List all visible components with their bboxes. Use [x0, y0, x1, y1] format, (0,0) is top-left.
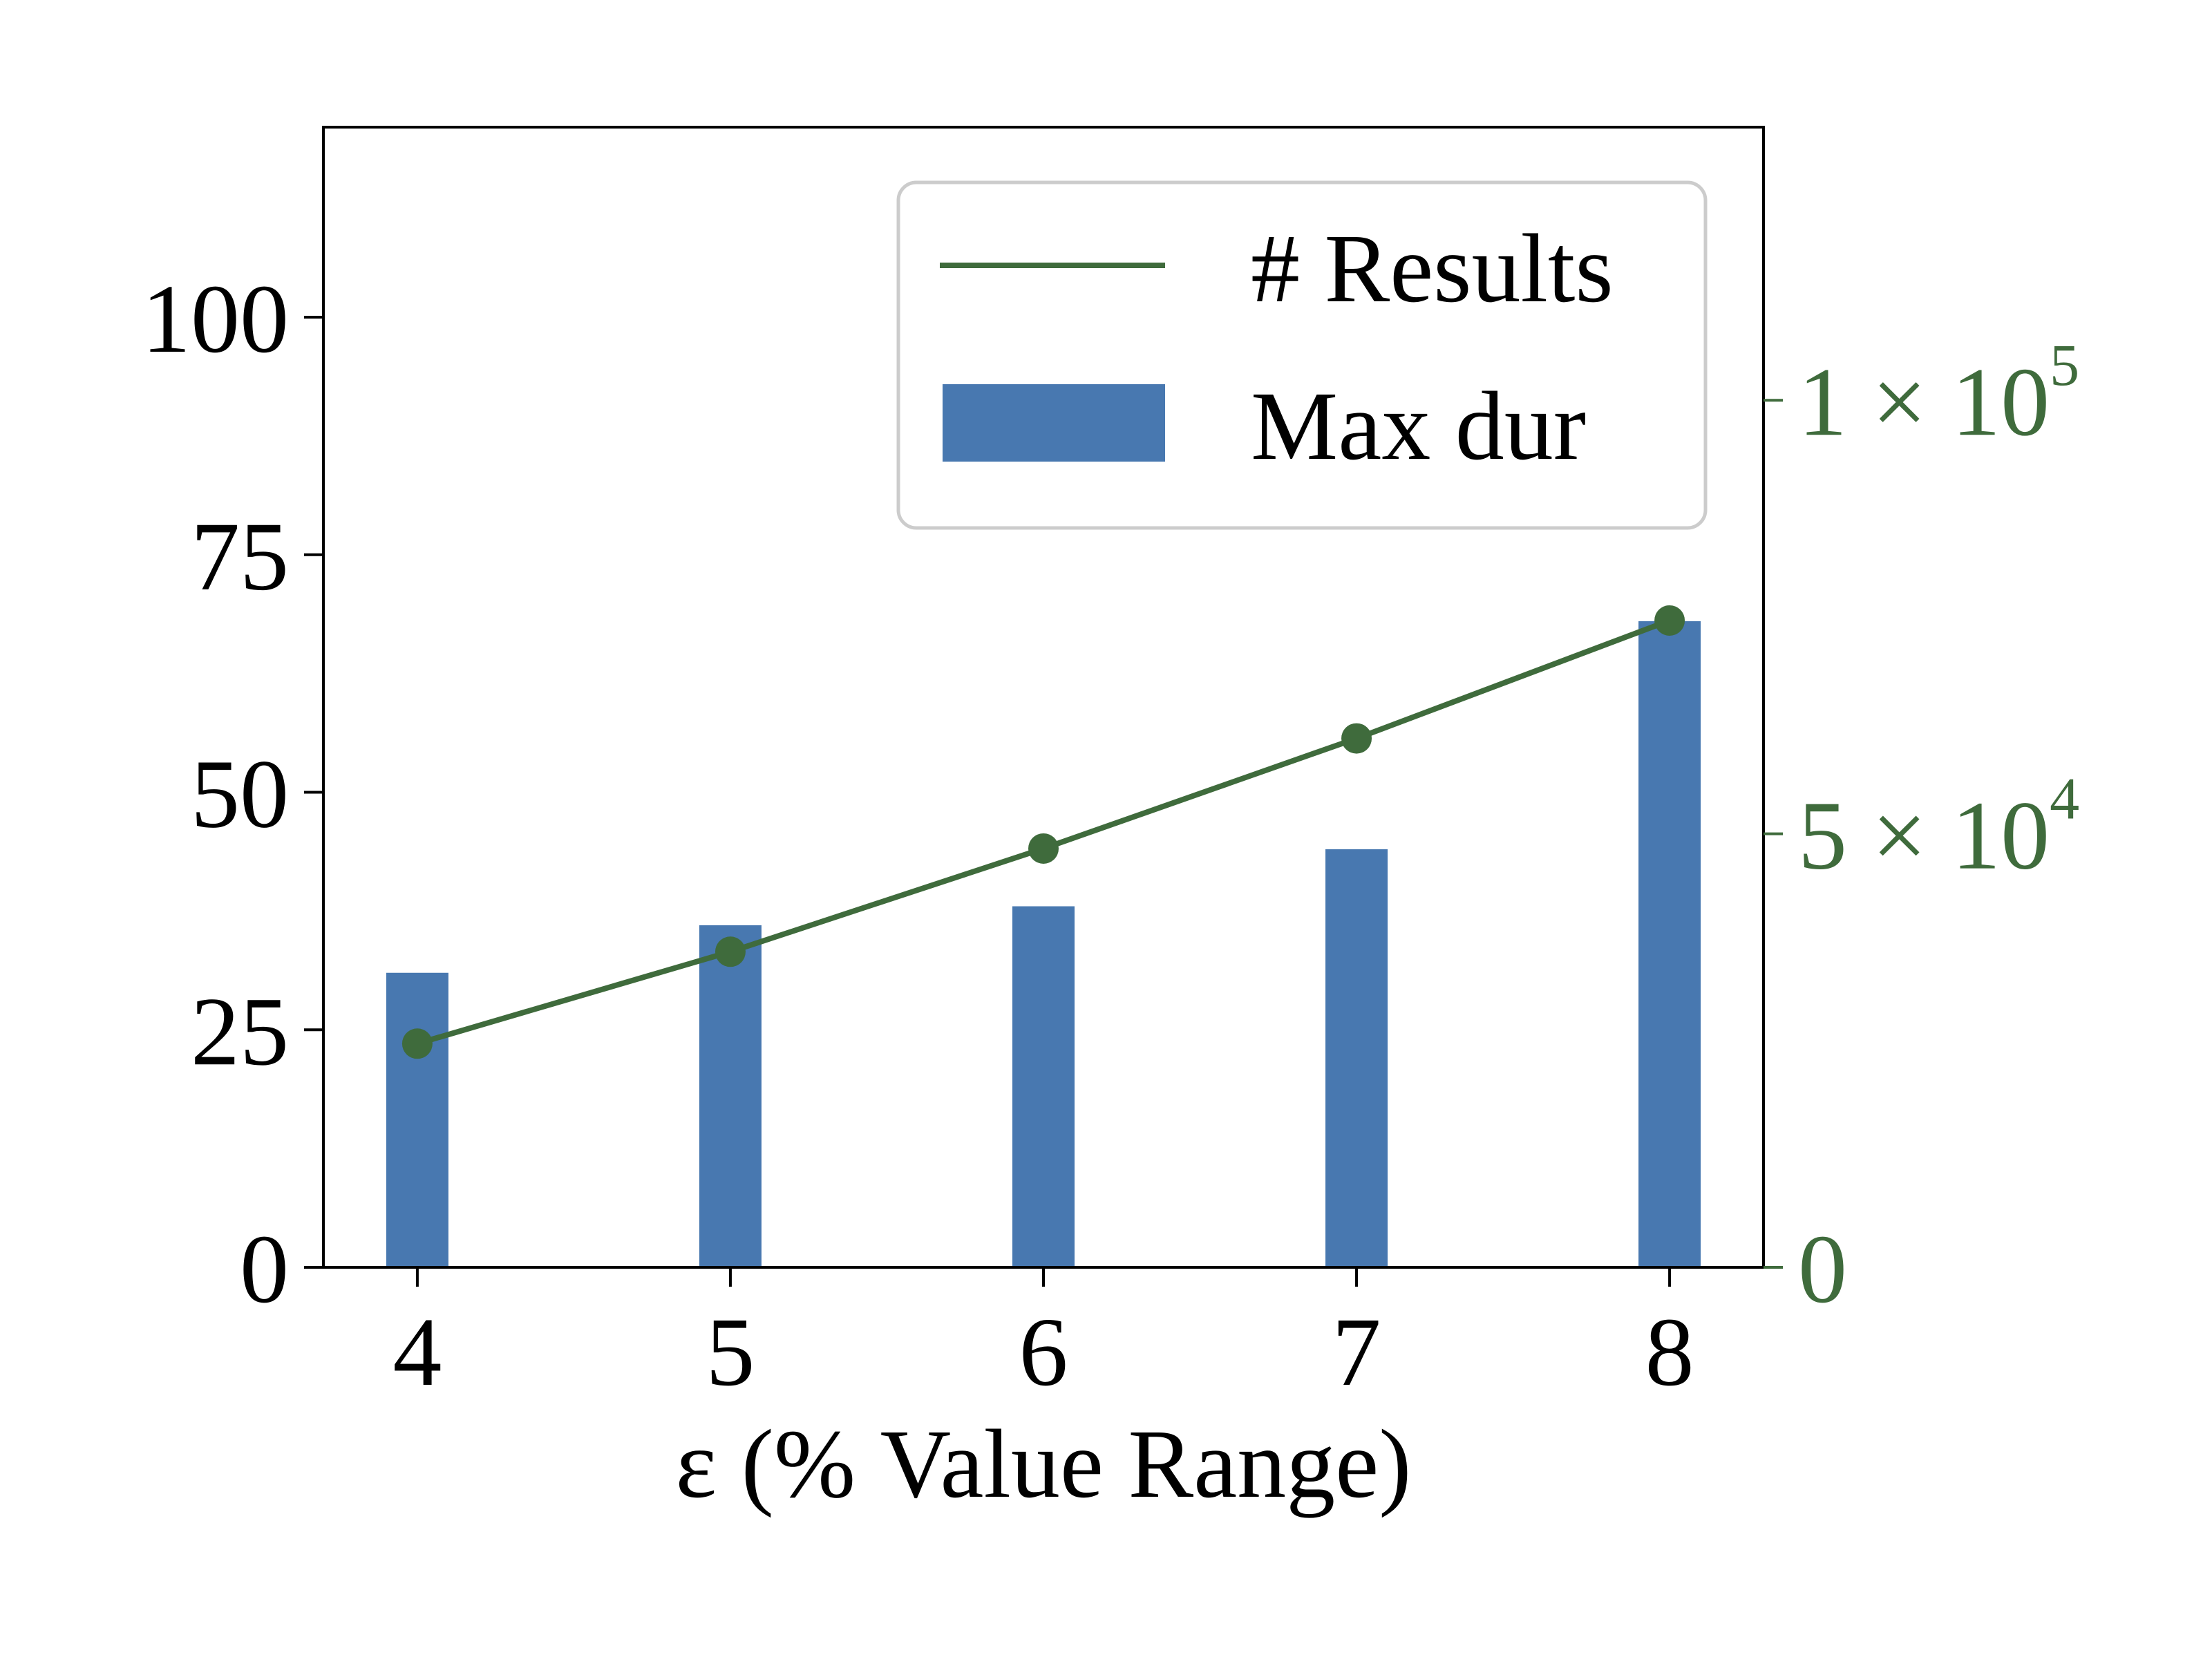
left-tick-label: 75: [191, 502, 289, 611]
bar-5: [699, 925, 762, 1267]
x-axis-ticks: 4 5 6 7 8: [393, 1267, 1694, 1406]
left-tick-label: 50: [191, 739, 289, 849]
bar-6: [1012, 906, 1075, 1267]
x-tick-label: 8: [1645, 1297, 1694, 1406]
legend-label-results: # Results: [1251, 214, 1614, 323]
x-tick-label: 7: [1332, 1297, 1381, 1406]
right-tick-label: 0: [1798, 1214, 1847, 1323]
results-point-7: [1341, 723, 1372, 754]
line-series-results: [401, 605, 1685, 1059]
results-point-6: [1028, 833, 1059, 864]
left-tick-label: 25: [191, 976, 289, 1086]
right-axis-ticks: 0 5 × 104 1 × 105: [1764, 332, 2079, 1323]
bar-7: [1325, 849, 1388, 1267]
left-axis-ticks: 0 25 50 75 100: [142, 264, 323, 1323]
bar-8: [1638, 621, 1701, 1267]
x-tick-label: 4: [393, 1297, 442, 1406]
bar-series-max-dur: [386, 621, 1701, 1267]
results-point-5: [715, 936, 746, 967]
x-tick-label: 5: [706, 1297, 755, 1406]
bar-4: [386, 972, 448, 1267]
results-point-4: [401, 1028, 433, 1059]
left-tick-label: 100: [142, 264, 289, 373]
x-axis-label: ε (% Value Range): [675, 1409, 1411, 1518]
legend: # Results Max dur: [896, 180, 1708, 530]
right-tick-label: 5 × 104: [1798, 766, 2079, 890]
legend-swatch-max-dur: [943, 384, 1165, 462]
x-tick-label: 6: [1019, 1297, 1068, 1406]
legend-label-max-dur: Max dur: [1251, 371, 1586, 480]
right-tick-label: 1 × 105: [1798, 332, 2079, 456]
results-point-8: [1654, 605, 1685, 636]
left-tick-label: 0: [240, 1214, 289, 1323]
